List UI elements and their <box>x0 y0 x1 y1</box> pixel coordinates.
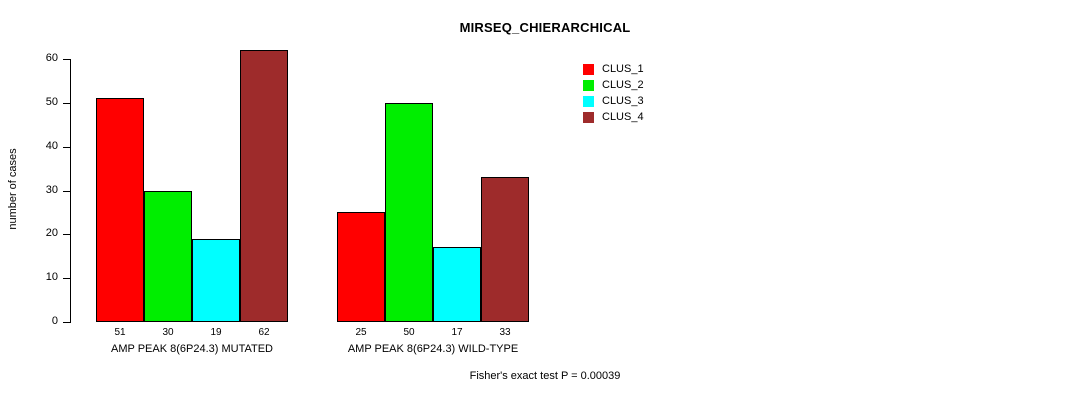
legend-item-label: CLUS_3 <box>602 95 644 107</box>
bar-value-label: 30 <box>162 327 174 338</box>
bar <box>192 238 240 322</box>
bar <box>481 177 529 322</box>
plot-area: number of cases 0 10 20 30 40 50 60 51 30 19 62 25… <box>7 50 529 355</box>
y-tick-label: 10 <box>45 271 58 284</box>
bar-value-label: 50 <box>403 327 415 338</box>
y-tick-mark <box>63 59 70 60</box>
bar <box>144 190 192 322</box>
bar <box>337 212 385 322</box>
y-tick-mark <box>63 322 70 323</box>
y-tick-mark <box>63 102 70 104</box>
bar-value-label: 25 <box>355 327 367 338</box>
group-axis-label: AMP PEAK 8(6P24.3) WILD-TYPE <box>347 343 519 355</box>
legend-item-label: CLUS_2 <box>602 79 644 91</box>
y-tick-label: 0 <box>51 315 58 327</box>
bar <box>385 102 433 322</box>
legend-item-label: CLUS_1 <box>602 63 644 75</box>
bar <box>96 98 144 322</box>
bar-value-label: 33 <box>499 327 511 338</box>
bar-value-label: 62 <box>258 327 270 338</box>
bar-value-label: 17 <box>451 327 463 338</box>
y-tick-label: 50 <box>45 95 58 108</box>
y-tick-mark <box>63 146 70 148</box>
y-tick-mark <box>63 190 70 192</box>
y-tick-label: 30 <box>45 183 58 196</box>
legend-color-swatch <box>583 64 594 75</box>
legend-color-swatch <box>583 80 594 91</box>
group-axis-label: AMP PEAK 8(6P24.3) MUTATED <box>111 343 273 355</box>
y-tick-label: 60 <box>45 52 58 64</box>
y-tick-label: 40 <box>45 139 58 152</box>
y-tick-mark <box>63 278 70 280</box>
bar <box>433 247 481 322</box>
y-tick-mark <box>63 234 70 236</box>
bar-value-label: 19 <box>210 327 222 338</box>
legend-color-swatch <box>583 112 594 123</box>
legend-color-swatch <box>583 96 594 107</box>
page-title: MIRSEQ_CHIERARCHICAL <box>459 20 631 35</box>
y-axis-line <box>70 59 71 323</box>
y-tick-label: 20 <box>45 227 58 240</box>
bar <box>240 50 288 322</box>
bar-value-label: 51 <box>114 327 126 338</box>
legend-item-label: CLUS_4 <box>602 111 644 123</box>
statistical-annotation: Fisher's exact test P = 0.00039 <box>469 370 621 382</box>
